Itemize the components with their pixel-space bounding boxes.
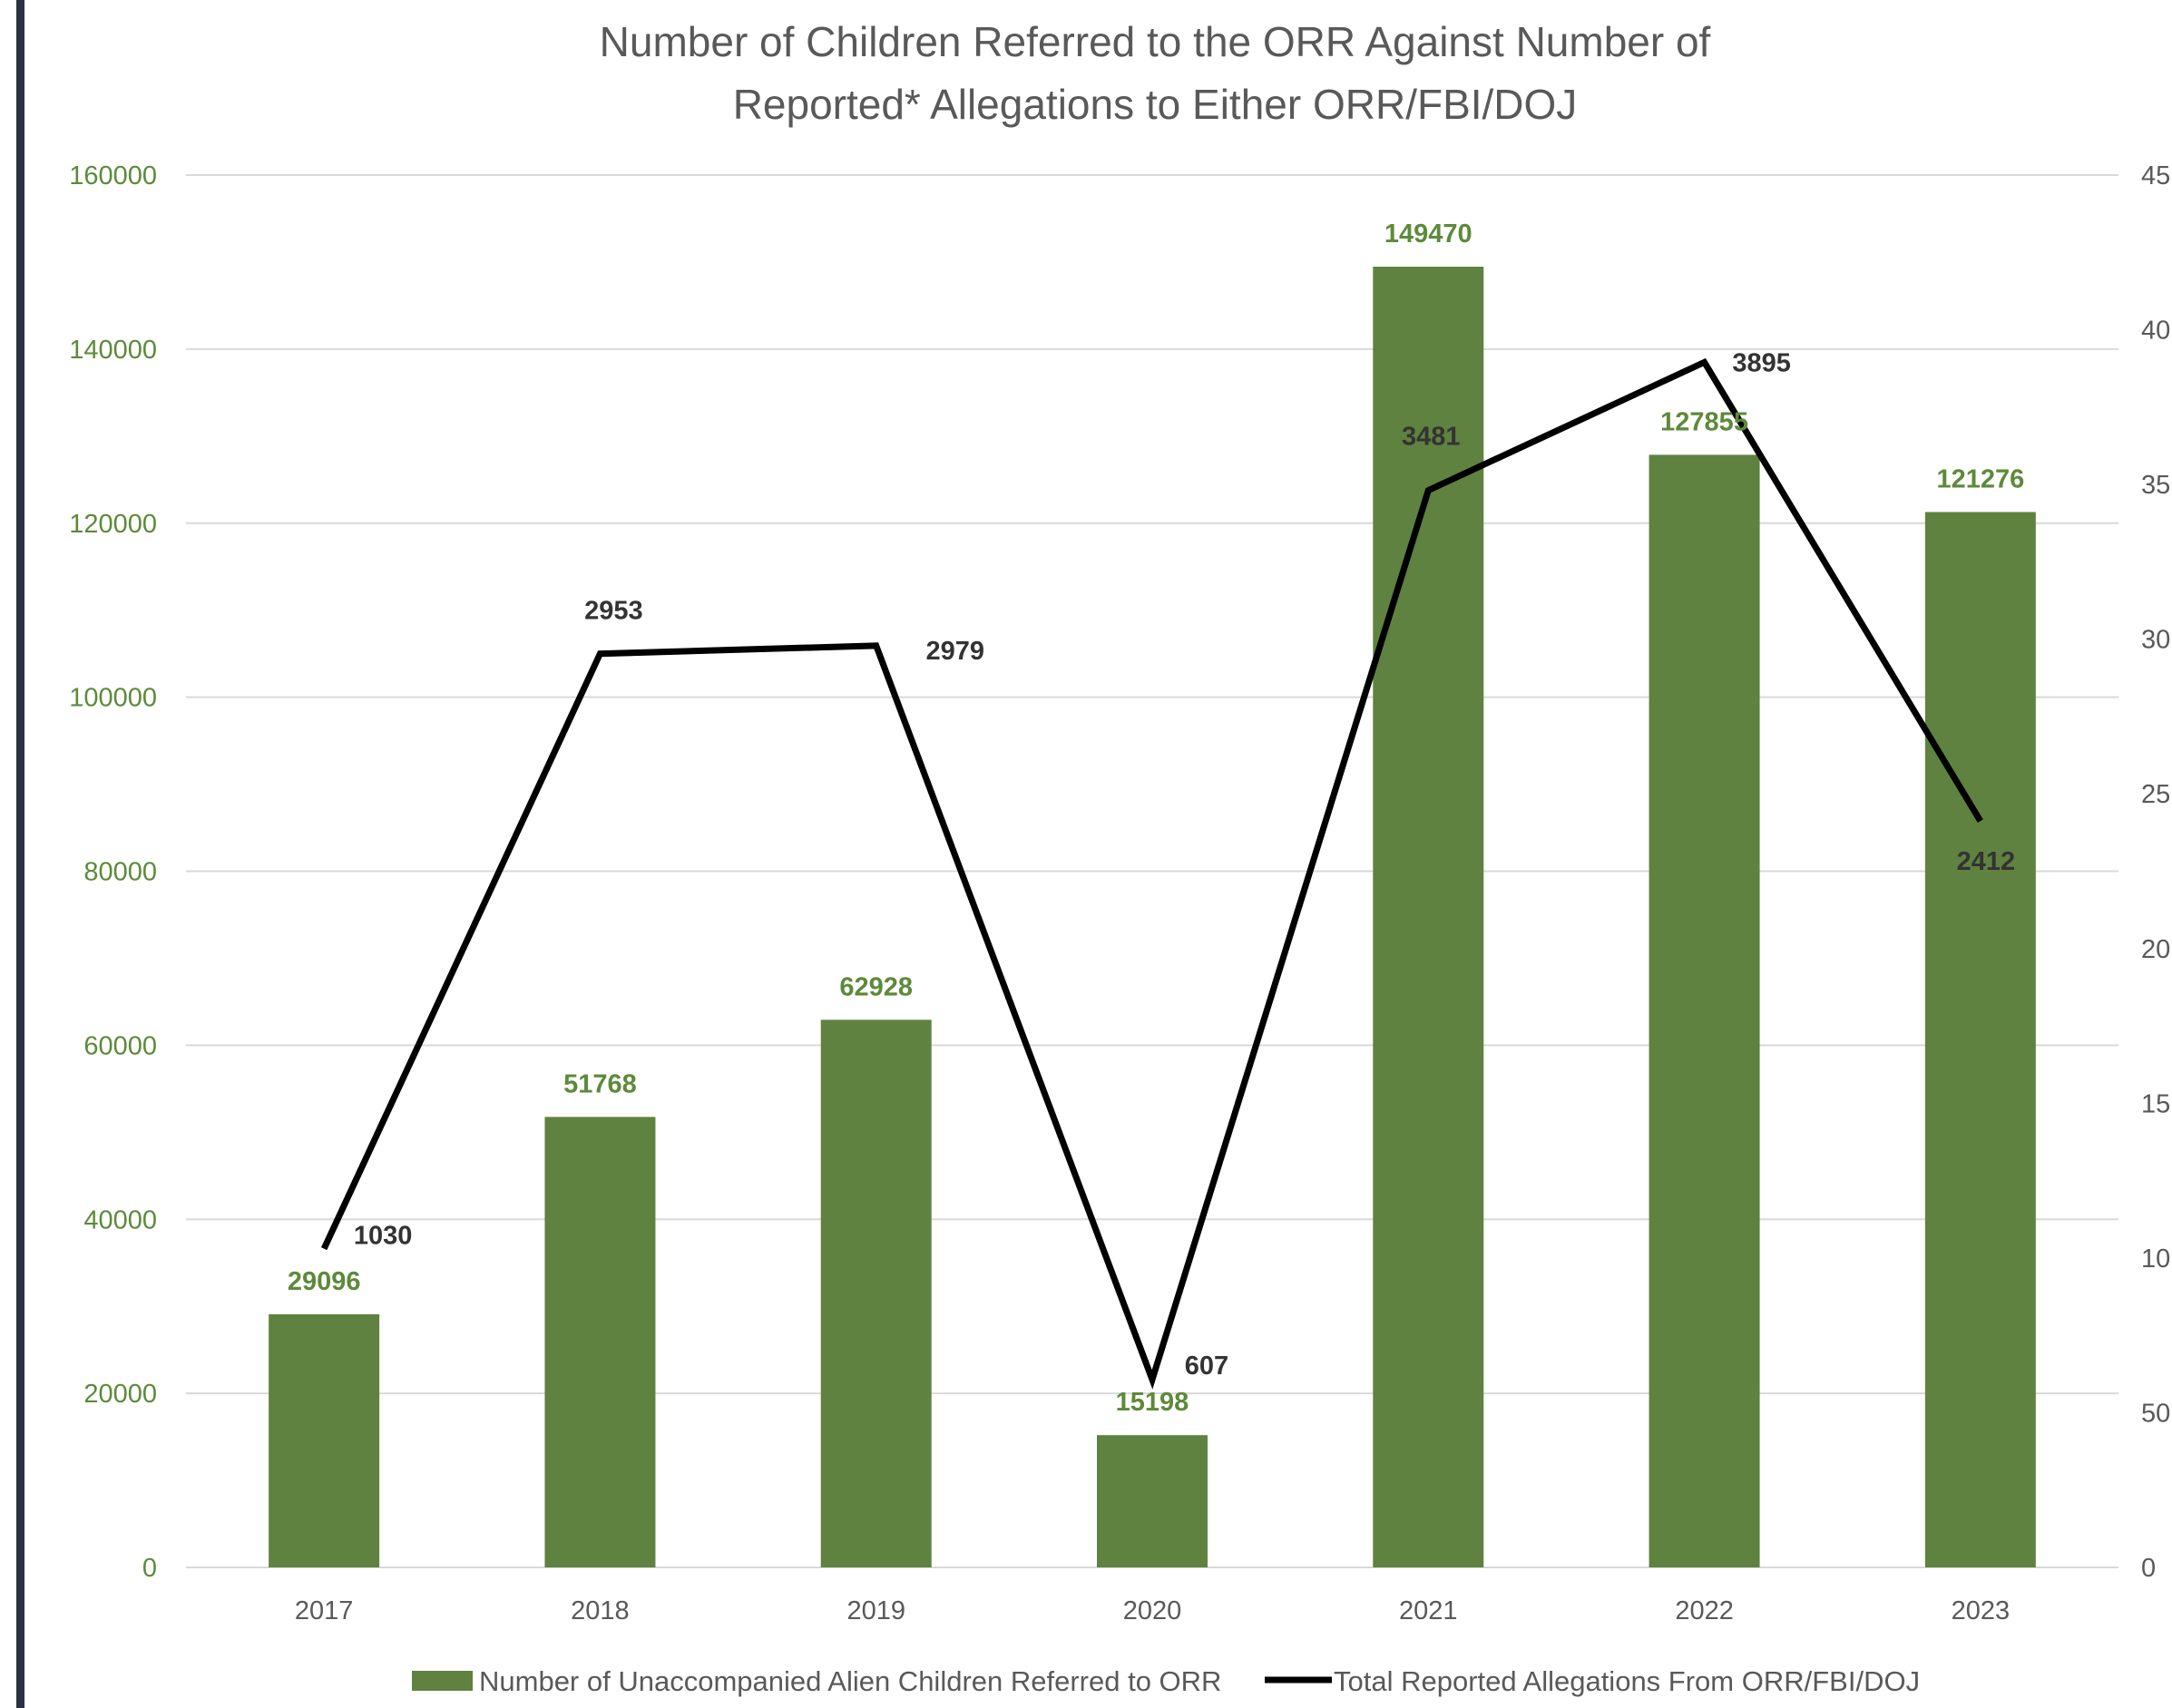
y-right-tick-label: 15 <box>2141 1089 2170 1118</box>
bar <box>820 1020 932 1567</box>
chart-title: Number of Children Referred to the ORR A… <box>600 18 1711 128</box>
bar <box>1097 1435 1208 1567</box>
chart-title-line-1: Number of Children Referred to the ORR A… <box>600 18 1711 65</box>
y-right-tick-label: 50 <box>2141 1399 2170 1428</box>
y-left-tick-label: 100000 <box>69 684 157 713</box>
bar-data-label: 62928 <box>839 972 913 1001</box>
bar-data-label: 149470 <box>1384 220 1472 249</box>
chart-title-line-2: Reported* Allegations to Either ORR/FBI/… <box>733 81 1578 128</box>
y-left-tick-label: 60000 <box>83 1031 157 1060</box>
bar <box>544 1117 656 1567</box>
line-data-label: 3481 <box>1402 423 1461 452</box>
x-tick-label: 2018 <box>571 1596 630 1625</box>
legend-label-bars: Number of Unaccompanied Alien Children R… <box>479 1665 1221 1697</box>
left-frame-border <box>16 0 24 1708</box>
y-right-tick-label: 10 <box>2141 1244 2170 1274</box>
y-right-tick-label: 40 <box>2141 317 2170 346</box>
line-data-label: 3895 <box>1732 348 1791 377</box>
x-tick-label: 2017 <box>295 1596 354 1625</box>
bar-data-label: 127855 <box>1660 407 1748 436</box>
legend-swatch-bars <box>412 1671 473 1691</box>
bar-series <box>269 267 2036 1568</box>
x-axis-ticks: 2017 2018 2019 2020 2021 2022 2023 <box>295 1596 2010 1625</box>
y-right-tick-label: 25 <box>2141 780 2170 809</box>
bar <box>1924 512 2036 1568</box>
bar-data-label: 121276 <box>1936 465 2024 494</box>
y-left-tick-label: 80000 <box>83 858 157 887</box>
legend-label-line: Total Reported Allegations From ORR/FBI/… <box>1334 1665 1920 1697</box>
bar-data-label: 15198 <box>1116 1388 1189 1417</box>
x-tick-label: 2021 <box>1399 1596 1458 1625</box>
y-left-tick-label: 40000 <box>83 1205 157 1235</box>
y-right-tick-label: 30 <box>2141 626 2170 655</box>
line-data-label: 2412 <box>1957 847 2016 876</box>
allegations-line <box>320 357 1983 1390</box>
y-left-tick-label: 140000 <box>69 336 157 365</box>
y-right-tick-label: 45 <box>2141 161 2170 190</box>
line-data-label: 2979 <box>925 637 984 666</box>
y-right-tick-label: 35 <box>2141 471 2170 500</box>
x-tick-label: 2022 <box>1675 1596 1734 1625</box>
y-right-tick-label: 0 <box>2141 1554 2156 1583</box>
bar <box>269 1313 380 1567</box>
y-left-tick-label: 0 <box>142 1554 157 1583</box>
y-left-tick-label: 20000 <box>83 1380 157 1409</box>
y-left-tick-label: 120000 <box>69 510 157 539</box>
bar <box>1649 454 1760 1567</box>
line-data-label: 1030 <box>354 1222 413 1251</box>
line-data-label: 2953 <box>584 597 643 626</box>
gridlines <box>186 174 2118 1568</box>
line-data-labels: 1030 2953 2979 607 3481 3895 2412 <box>354 348 2015 1381</box>
bar <box>1373 267 1484 1567</box>
line-series <box>320 357 1983 1390</box>
line-data-label: 607 <box>1185 1352 1228 1381</box>
x-tick-label: 2023 <box>1952 1596 2011 1625</box>
bar-data-labels: 29096 51768 62928 15198 149470 127855 121276 <box>288 220 2024 1417</box>
bar-data-label: 29096 <box>288 1267 361 1296</box>
y-axis-right-ticks: 0 50 10 15 20 25 30 35 40 45 <box>2141 161 2170 1583</box>
y-left-tick-label: 160000 <box>69 161 157 190</box>
y-axis-left-ticks: 0 20000 40000 60000 80000 100000 120000 140000 1… <box>69 161 157 1583</box>
bar-data-label: 51768 <box>563 1069 637 1098</box>
x-tick-label: 2019 <box>846 1596 905 1625</box>
legend: Number of Unaccompanied Alien Children R… <box>412 1665 1920 1697</box>
x-tick-label: 2020 <box>1123 1596 1182 1625</box>
y-right-tick-label: 20 <box>2141 935 2170 964</box>
